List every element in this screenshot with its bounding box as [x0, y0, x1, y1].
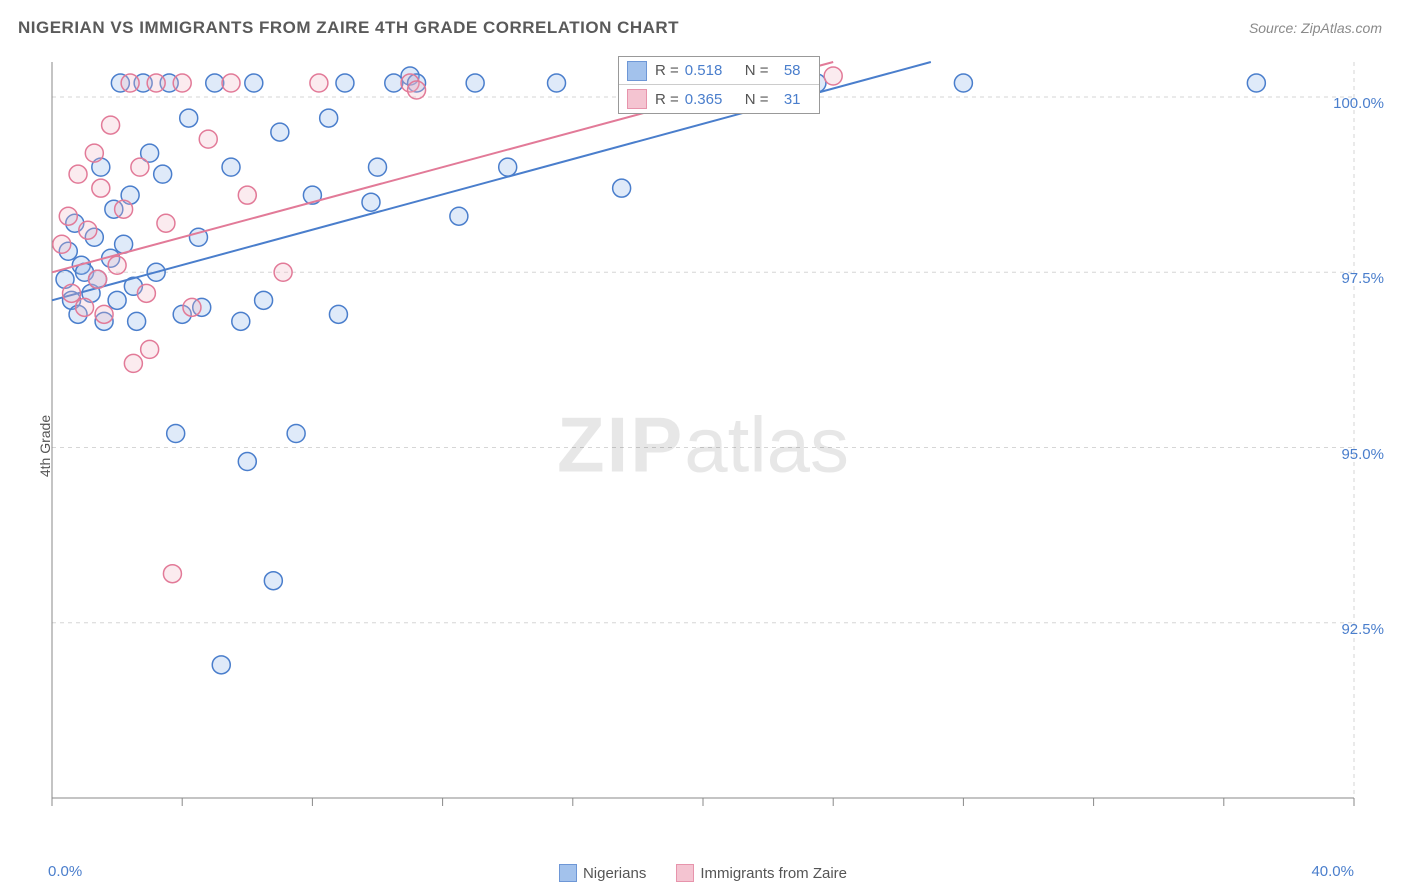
- stat-N-label: N =: [745, 62, 769, 79]
- bottom-legend: Nigerians Immigrants from Zaire: [48, 864, 1358, 882]
- stat-R-label: R =: [655, 91, 679, 108]
- stat-R-value: 0.365: [685, 91, 735, 108]
- y-tick-label: 95.0%: [1341, 446, 1384, 463]
- scatter-plot-svg: [48, 58, 1358, 832]
- legend-swatch: [676, 864, 694, 882]
- legend-swatch: [559, 864, 577, 882]
- plot-area: ZIPatlas: [48, 58, 1358, 832]
- legend-swatch: [627, 61, 647, 81]
- legend-series-name: Nigerians: [583, 865, 646, 882]
- chart-title: NIGERIAN VS IMMIGRANTS FROM ZAIRE 4TH GR…: [18, 18, 679, 38]
- source-label: Source: ZipAtlas.com: [1249, 20, 1382, 36]
- stat-R-value: 0.518: [685, 62, 735, 79]
- stat-N-value: 31: [775, 91, 801, 108]
- stat-legend-row: R = 0.518 N = 58: [619, 57, 819, 85]
- bottom-legend-item: Immigrants from Zaire: [676, 864, 847, 882]
- legend-swatch: [627, 89, 647, 109]
- stat-R-label: R =: [655, 62, 679, 79]
- y-tick-label: 97.5%: [1341, 270, 1384, 287]
- stat-N-label: N =: [745, 91, 769, 108]
- y-tick-label: 100.0%: [1333, 95, 1384, 112]
- bottom-legend-item: Nigerians: [559, 864, 646, 882]
- legend-series-name: Immigrants from Zaire: [700, 865, 847, 882]
- stat-legend-row: R = 0.365 N = 31: [619, 85, 819, 113]
- stat-legend: R = 0.518 N = 58 R = 0.365 N = 31: [618, 56, 820, 114]
- y-tick-label: 92.5%: [1341, 621, 1384, 638]
- chart-container: NIGERIAN VS IMMIGRANTS FROM ZAIRE 4TH GR…: [0, 0, 1406, 892]
- stat-N-value: 58: [775, 62, 801, 79]
